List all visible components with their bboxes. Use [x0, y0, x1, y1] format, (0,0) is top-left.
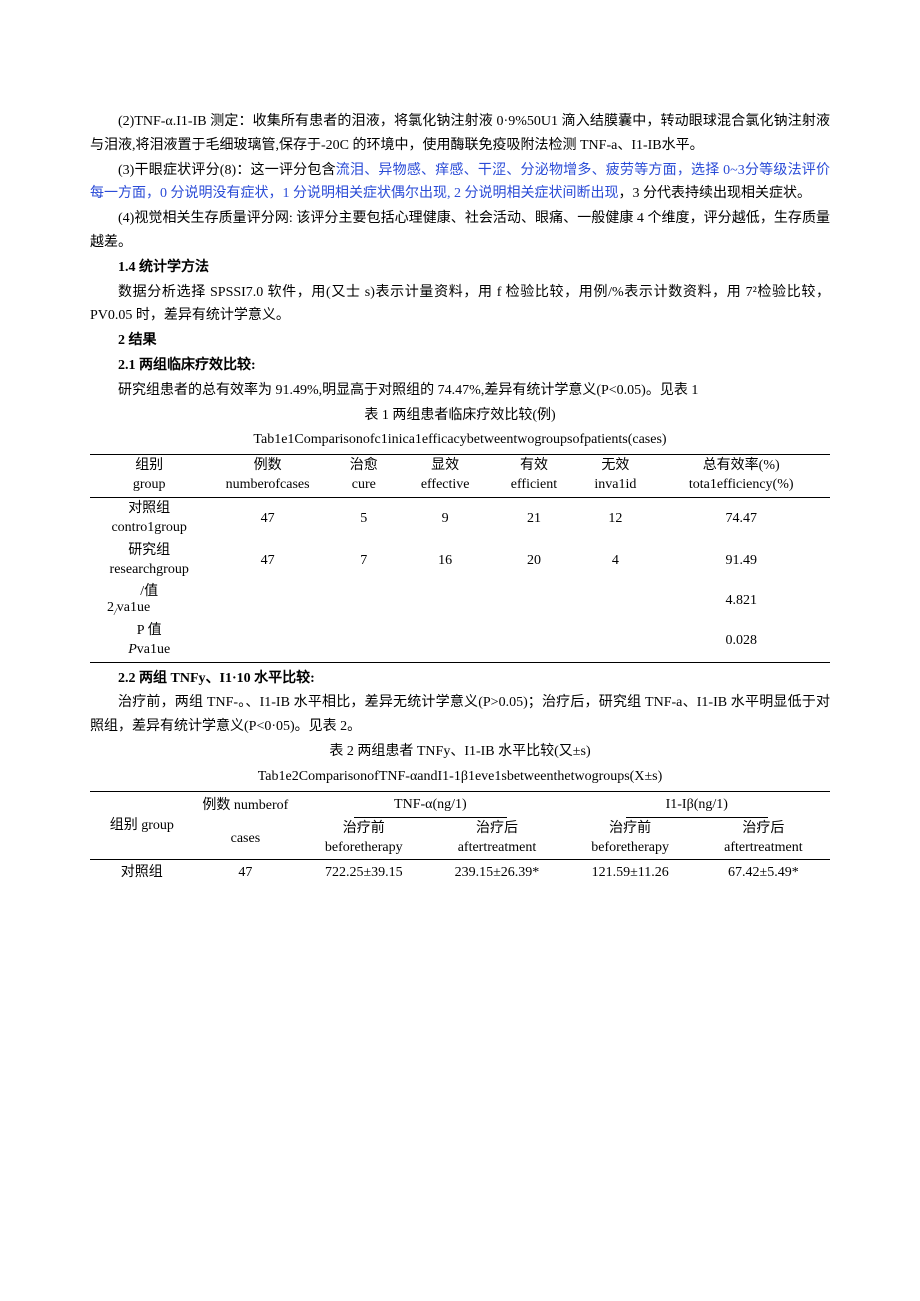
heading-2-1: 2.1 两组临床疗效比较:	[90, 354, 830, 378]
t1-r0-label-cn: 对照组	[128, 500, 170, 519]
t1-r2-total: 4.821	[652, 582, 830, 620]
t1-r2-en: va1ue	[117, 600, 150, 615]
t1-r0-cure: 5	[327, 497, 401, 539]
table-2: 组别 group 例数 numberof TNF-α(ng/1) I1-Iβ(n…	[90, 791, 830, 886]
t1-h-group-en: group	[133, 476, 166, 495]
t2-h-after1-cn: 治疗后	[476, 820, 518, 839]
table1-caption-cn: 表 1 两组患者临床疗效比较(例)	[90, 404, 830, 428]
t2-d-n: 47	[194, 860, 298, 886]
para3-prefix: (3)干眼症状评分(8)：这一评分包含	[118, 163, 336, 178]
t2-h-after2-cn: 治疗后	[742, 820, 784, 839]
heading-2: 2 结果	[90, 329, 830, 353]
t2-h-n-en: cases	[231, 831, 261, 846]
table1-header-row: 组别group 例数numberofcases 治愈cure 显效effecti…	[90, 455, 830, 498]
t1-h-n-cn: 例数	[254, 457, 282, 476]
t1-r1-n: 47	[208, 540, 326, 582]
t1-h-invalid-en: inva1id	[594, 476, 636, 495]
t2-h-after1-en: aftertreatment	[458, 839, 537, 858]
t1-r1-total: 91.49	[652, 540, 830, 582]
table1-row-control: 对照组contro1group 47 5 9 21 12 74.47	[90, 497, 830, 539]
t2-h-n-cn: 例数 numberof	[202, 798, 288, 813]
t2-d-tnf-before: 722.25±39.15	[297, 860, 430, 886]
table2-data-row: 对照组 47 722.25±39.15 239.15±26.39* 121.59…	[90, 860, 830, 886]
t1-r3-rest: va1ue	[137, 642, 170, 657]
table2-header-row1: 组别 group 例数 numberof TNF-α(ng/1) I1-Iβ(n…	[90, 791, 830, 819]
t1-r0-efficient: 21	[490, 497, 579, 539]
t1-r1-cure: 7	[327, 540, 401, 582]
paragraph-methods-4: (4)视觉相关生存质量评分网: 该评分主要包括心理健康、社会活动、眼痛、一般健康…	[90, 207, 830, 255]
t1-h-cure-en: cure	[352, 476, 376, 495]
table2-caption-en: Tab1e2ComparisonofTNF-αandI1-1β1eve1sbet…	[90, 765, 830, 789]
paragraph-methods-2: (2)TNF-α.I1-IB 测定：收集所有患者的泪液，将氯化钠注射液 0·9%…	[90, 110, 830, 158]
t1-r1-effective: 16	[401, 540, 490, 582]
t2-h-group: 组别 group	[90, 791, 194, 860]
t1-h-group-cn: 组别	[135, 457, 163, 476]
t1-r0-effective: 9	[401, 497, 490, 539]
t1-h-total-en: tota1efficiency(%)	[689, 476, 794, 495]
table2-caption-cn: 表 2 两组患者 TNFy、I1-IB 水平比较(又±s)	[90, 740, 830, 764]
table1-row-chi2: /值 2/va1ue 4.821	[90, 582, 830, 620]
t1-h-cure-cn: 治愈	[350, 457, 378, 476]
t1-r3-p: P	[128, 642, 137, 657]
t2-d-il-before: 121.59±11.26	[564, 860, 697, 886]
table1-caption-en: Tab1e1Comparisonofc1inica1efficacybetwee…	[90, 428, 830, 452]
t1-r0-n: 47	[208, 497, 326, 539]
t1-r0-total: 74.47	[652, 497, 830, 539]
t2-h-span1: TNF-α(ng/1)	[354, 793, 507, 819]
t1-r2-top: /值	[96, 584, 202, 600]
t1-r1-label-cn: 研究组	[128, 542, 170, 561]
t1-r0-label-en: contro1group	[111, 519, 186, 538]
table-1: 组别group 例数numberofcases 治愈cure 显效effecti…	[90, 454, 830, 663]
heading-1-4: 1.4 统计学方法	[90, 256, 830, 280]
t2-h-before2-en: beforetherapy	[591, 839, 669, 858]
t1-h-efficient-en: efficient	[511, 476, 557, 495]
t1-r1-efficient: 20	[490, 540, 579, 582]
t1-h-effective-en: effective	[421, 476, 470, 495]
t1-h-total-cn: 总有效率(%)	[703, 457, 780, 476]
t2-h-before1-cn: 治疗前	[343, 820, 385, 839]
t1-h-n-en: numberofcases	[226, 476, 310, 495]
t1-r1-invalid: 4	[578, 540, 652, 582]
paragraph-2-2: 治疗前，两组 TNF-。、I1-IB 水平相比，差异无统计学意义(P>0.05)…	[90, 691, 830, 739]
paragraph-methods-3: (3)干眼症状评分(8)：这一评分包含流泪、异物感、痒感、干涩、分泌物增多、疲劳…	[90, 159, 830, 207]
t1-r0-invalid: 12	[578, 497, 652, 539]
t1-r3-label-cn: P 值	[137, 622, 162, 641]
t1-r2-prefix: 2	[107, 600, 114, 615]
t2-h-before2-cn: 治疗前	[609, 820, 651, 839]
t2-h-before1-en: beforetherapy	[325, 839, 403, 858]
t2-d-tnf-after: 239.15±26.39*	[430, 860, 563, 886]
paragraph-2-1: 研究组患者的总有效率为 91.49%,明显高于对照组的 74.47%,差异有统计…	[90, 379, 830, 403]
t1-h-invalid-cn: 无效	[601, 457, 629, 476]
heading-2-2: 2.2 两组 TNFy、I1·10 水平比较:	[90, 667, 830, 691]
para3-suffix: ，3 分代表持续出现相关症状。	[619, 186, 812, 201]
t1-r3-total: 0.028	[652, 620, 830, 662]
t1-h-efficient-cn: 有效	[520, 457, 548, 476]
page: (2)TNF-α.I1-IB 测定：收集所有患者的泪液，将氯化钠注射液 0·9%…	[0, 0, 920, 1301]
table1-row-p: P 值Pva1ue 0.028	[90, 620, 830, 662]
t2-d-group: 对照组	[90, 860, 194, 886]
t2-h-span2: I1-Iβ(ng/1)	[626, 793, 768, 819]
t1-r1-label-en: researchgroup	[110, 561, 189, 580]
table1-row-research: 研究组researchgroup 47 7 16 20 4 91.49	[90, 540, 830, 582]
t1-h-effective-cn: 显效	[431, 457, 459, 476]
t2-d-il-after: 67.42±5.49*	[697, 860, 830, 886]
t2-h-after2-en: aftertreatment	[724, 839, 803, 858]
table2-header-row2: cases 治疗前beforetherapy 治疗后aftertreatment…	[90, 819, 830, 859]
paragraph-1-4: 数据分析选择 SPSSI7.0 软件，用(又士 s)表示计量资料，用 f 检验比…	[90, 281, 830, 329]
